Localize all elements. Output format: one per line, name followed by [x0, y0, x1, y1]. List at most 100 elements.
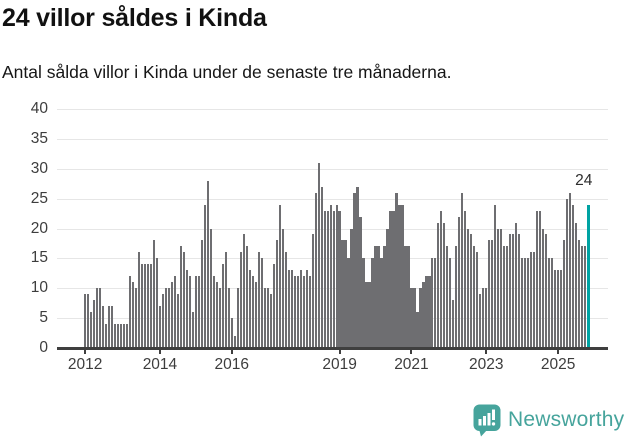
bar	[386, 228, 389, 348]
x-axis-line	[57, 347, 608, 350]
bar	[458, 216, 461, 348]
bar	[479, 294, 482, 348]
bar	[452, 300, 455, 348]
bar	[290, 270, 293, 348]
bar	[143, 264, 147, 348]
bar	[530, 252, 533, 348]
x-tick-label: 2016	[214, 356, 250, 373]
bar	[110, 306, 114, 348]
bar	[203, 204, 206, 348]
bar	[107, 306, 111, 348]
bar	[182, 252, 185, 348]
bar	[299, 270, 302, 348]
x-tick-label: 2014	[142, 356, 178, 373]
bar	[320, 186, 323, 348]
bar	[497, 228, 500, 348]
bar	[485, 288, 488, 348]
bar	[545, 234, 548, 348]
bar	[365, 282, 368, 348]
bar	[500, 228, 503, 348]
bar	[197, 276, 200, 348]
x-tick-mark	[410, 349, 413, 354]
page-title: 24 villor såldes i Kinda	[2, 4, 267, 32]
y-tick-label: 40	[30, 100, 48, 117]
bar	[281, 228, 284, 348]
bar	[206, 180, 209, 348]
bar	[488, 240, 491, 348]
bar	[572, 204, 575, 348]
bar	[353, 192, 356, 348]
bar	[104, 324, 108, 348]
bar	[431, 258, 434, 348]
bar	[164, 288, 168, 348]
bar	[95, 288, 99, 348]
bar	[134, 288, 138, 348]
bar	[296, 276, 299, 348]
bar	[515, 222, 518, 348]
bar	[329, 204, 332, 348]
bar	[209, 228, 212, 348]
bar	[347, 258, 350, 348]
bar	[212, 276, 215, 348]
bar	[467, 228, 470, 348]
bar	[569, 192, 572, 348]
bar	[440, 210, 443, 348]
gridline	[57, 168, 608, 170]
bar	[404, 246, 407, 348]
bar	[242, 234, 245, 348]
bar	[368, 282, 371, 348]
bar	[338, 210, 341, 348]
bar	[284, 252, 287, 348]
bar	[371, 258, 374, 348]
bar	[185, 270, 188, 348]
bar	[398, 204, 401, 348]
x-tick-label: 2012	[67, 356, 103, 373]
bar	[425, 276, 428, 348]
bar	[554, 270, 557, 348]
x-tick-label: 2023	[469, 356, 504, 373]
bar	[293, 276, 296, 348]
x-tick-label: 2021	[394, 356, 429, 373]
bar	[275, 240, 278, 348]
bar	[443, 222, 446, 348]
y-tick-label: 30	[30, 159, 48, 177]
bar	[146, 264, 150, 348]
bar	[323, 210, 326, 348]
bar	[161, 294, 165, 348]
bar	[491, 240, 494, 348]
bar	[86, 294, 90, 348]
bar	[101, 306, 105, 348]
bar	[527, 258, 530, 348]
bar	[149, 264, 153, 348]
bar	[278, 204, 281, 348]
bar	[200, 240, 203, 348]
bar	[128, 276, 132, 348]
bar	[236, 288, 239, 348]
highlight-bar	[587, 204, 591, 348]
x-tick-label: 2019	[322, 356, 357, 373]
bar	[524, 258, 527, 348]
x-tick-label: 2025	[540, 356, 576, 373]
highlight-value-label: 24	[575, 171, 593, 189]
bar	[155, 258, 159, 348]
bar	[560, 270, 563, 348]
bar	[140, 264, 144, 348]
bar	[395, 192, 398, 348]
bar	[416, 312, 419, 348]
bar	[350, 228, 353, 348]
bar	[434, 258, 437, 348]
bar	[245, 246, 248, 348]
bar	[122, 324, 126, 348]
bar	[383, 246, 386, 348]
x-tick-mark	[338, 349, 341, 354]
bar	[137, 252, 141, 348]
newsworthy-wordmark: Newsworthy	[508, 408, 625, 431]
bar	[224, 252, 227, 348]
x-tick-mark	[158, 349, 161, 354]
bar	[494, 204, 497, 348]
bar	[551, 258, 554, 348]
bar	[518, 234, 521, 348]
bar	[311, 234, 314, 348]
bar	[581, 246, 584, 348]
bar-chart-plot-area	[57, 109, 608, 348]
